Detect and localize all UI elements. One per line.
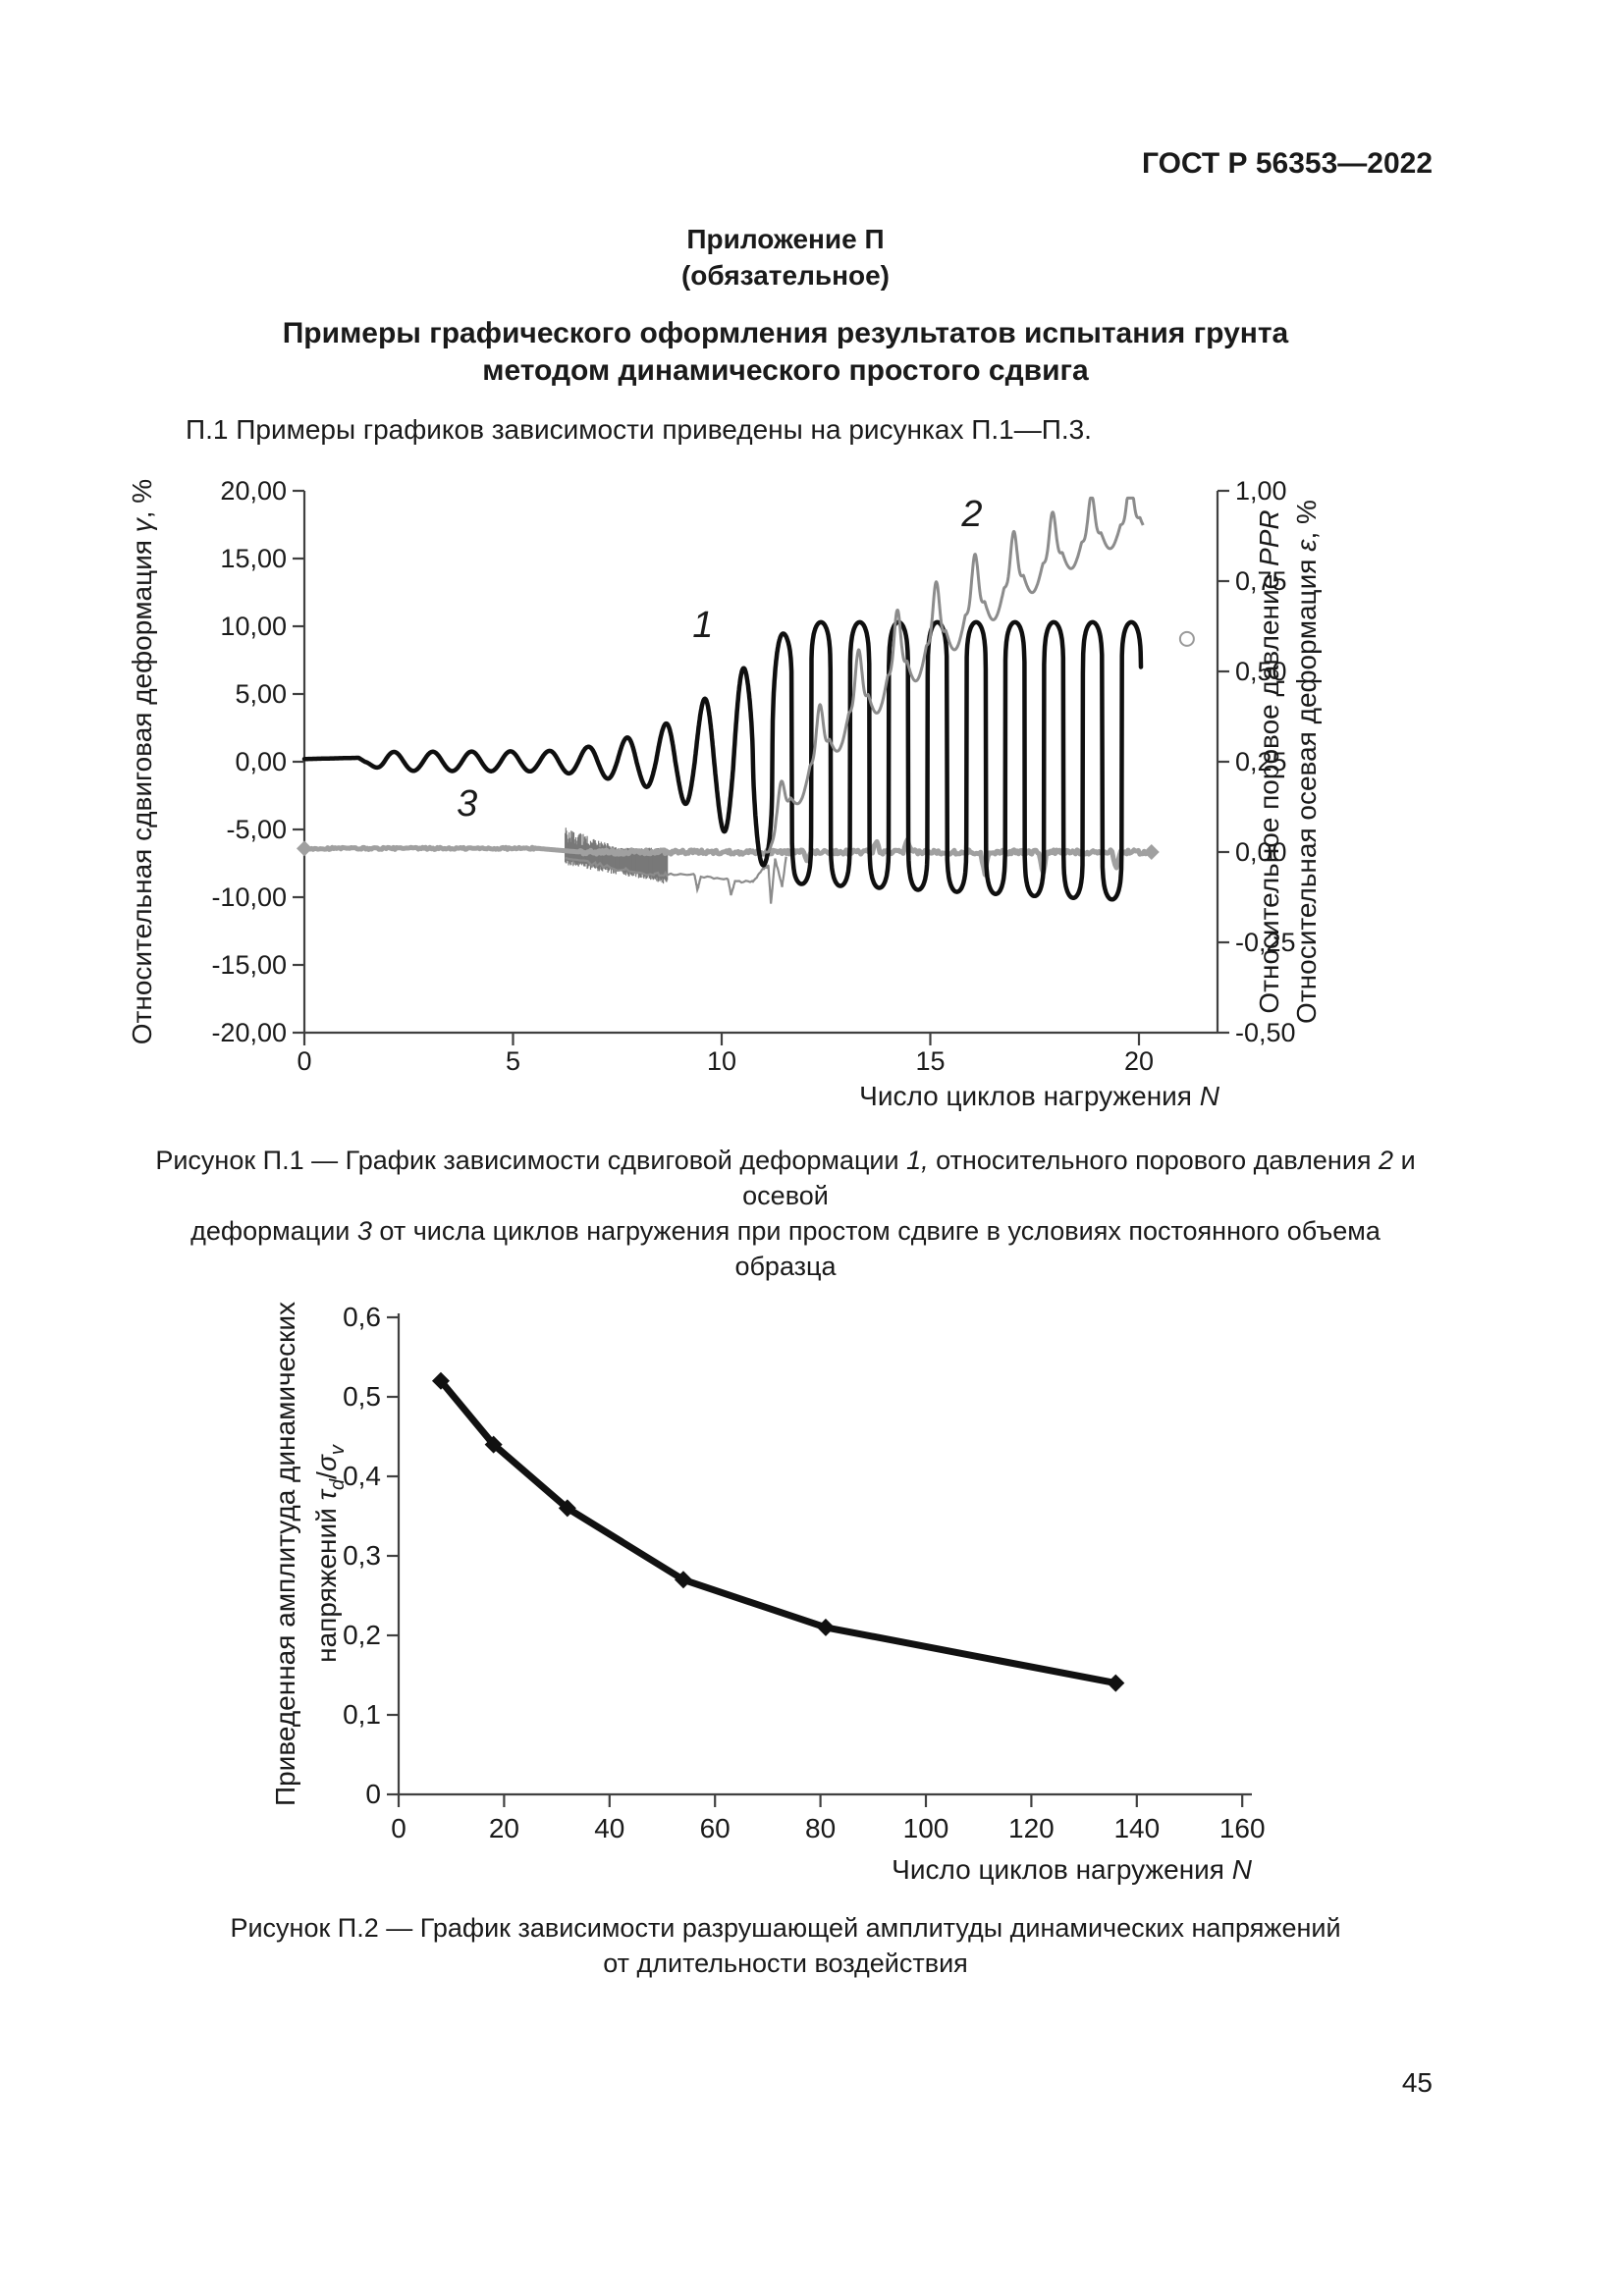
figure-p1-caption-line1: Рисунок П.1 — График зависимости сдвигов… xyxy=(137,1143,1434,1213)
series-2-curve xyxy=(764,496,1145,854)
y-tick-label: 0,1 xyxy=(343,1699,381,1730)
x-tick-label: 15 xyxy=(915,1046,945,1076)
y-right-tick-label: -0,50 xyxy=(1235,1018,1296,1047)
caption-text-run: 3 xyxy=(356,1216,372,1246)
x-tick-label: 5 xyxy=(506,1046,520,1076)
y-left-tick-label: 5,00 xyxy=(235,679,287,709)
page-number: 45 xyxy=(1401,2067,1433,2098)
x-tick-label: 100 xyxy=(903,1813,949,1843)
x-axis-title: Число циклов нагружения N xyxy=(892,1854,1253,1885)
data-point-marker xyxy=(816,1618,835,1636)
series-3-curve xyxy=(303,836,1153,878)
y-tick-label: 0,3 xyxy=(343,1540,381,1571)
strength-curve xyxy=(437,1377,1119,1687)
figure-p2-caption-line2: от длительности воздействия xyxy=(603,1949,968,1978)
y-tick-label: 0,6 xyxy=(343,1302,381,1332)
y-right-tick-label: 0,00 xyxy=(1235,837,1287,867)
series-3-marker xyxy=(1143,844,1160,860)
caption-text-run: от числа циклов нагружения при простом с… xyxy=(371,1216,1380,1281)
section-title: Примеры графического оформления результа… xyxy=(137,315,1434,390)
x-tick-label: 0 xyxy=(297,1046,311,1076)
x-tick-label: 60 xyxy=(700,1813,731,1843)
x-axis-title: Число циклов нагружения N xyxy=(859,1081,1220,1111)
series-3-marker xyxy=(297,840,312,857)
y-left-tick-label: -20,00 xyxy=(211,1018,287,1047)
y-axis-title-line1: Приведенная амплитуда динамических xyxy=(270,1302,300,1806)
x-tick-label: 20 xyxy=(1124,1046,1154,1076)
x-tick-label: 80 xyxy=(805,1813,836,1843)
y-right-axis-title-ppr: Относительное поровое давление PPR xyxy=(1254,509,1284,1013)
figure-p2-chart: 0,6 0,5 0,4 0,3 0,2 0,1 00 20 40 60 80 100 120 140 160… xyxy=(270,1302,1266,1885)
y-left-tick-label: 0,00 xyxy=(235,747,287,776)
y-left-tick-label: -15,00 xyxy=(211,950,287,980)
y-tick-label: 0,4 xyxy=(343,1461,381,1491)
data-point-marker xyxy=(431,1371,450,1390)
data-point-marker xyxy=(484,1435,503,1454)
caption-text-run: деформации xyxy=(190,1216,357,1246)
caption-text-run: и осевой xyxy=(742,1146,1416,1210)
y-right-tick-label: 0,50 xyxy=(1235,657,1287,686)
y-tick-label: 0,2 xyxy=(343,1620,381,1650)
y-left-tick-label: 15,00 xyxy=(220,544,287,573)
y-right-tick-label: 1,00 xyxy=(1235,476,1287,506)
y-right-axis-title-eps: Относительная осевая деформация ε, % xyxy=(1291,500,1322,1024)
y-left-tick-label: -10,00 xyxy=(211,882,287,912)
series-3-label: 3 xyxy=(457,783,477,825)
figure-p1-caption: Рисунок П.1 — График зависимости сдвигов… xyxy=(137,1143,1434,1284)
figure-p2-caption-line1: Рисунок П.2 — График зависимости разруша… xyxy=(230,1913,1341,1943)
caption-text-run: относительного порового давления xyxy=(928,1146,1380,1175)
x-tick-label: 140 xyxy=(1113,1813,1160,1843)
data-point-marker xyxy=(558,1499,576,1518)
x-tick-label: 20 xyxy=(489,1813,519,1843)
caption-text-run: 2 xyxy=(1379,1146,1394,1175)
x-tick-label: 10 xyxy=(707,1046,736,1076)
appendix-name: Приложение П xyxy=(686,224,885,254)
appendix-status: (обязательное) xyxy=(680,260,890,291)
series-1-label: 1 xyxy=(692,605,713,646)
figure-p1-chart: 20,0015,0010,005,000,00-5,00-10,00-15,00… xyxy=(127,476,1322,1111)
standard-code: ГОСТ Р 56353—2022 xyxy=(1141,147,1433,180)
y-left-tick-label: 20,00 xyxy=(220,476,287,506)
y-left-axis-title: Относительная сдвиговая деформация γ, % xyxy=(127,479,157,1044)
outlier-point xyxy=(1178,630,1195,647)
x-tick-label: 160 xyxy=(1219,1813,1266,1843)
x-tick-label: 120 xyxy=(1008,1813,1055,1843)
figure-p2-caption: Рисунок П.2 — График зависимости разруша… xyxy=(137,1910,1434,1981)
y-tick-label: 0 xyxy=(365,1779,381,1809)
data-point-marker xyxy=(674,1571,692,1589)
y-tick-label: 0,5 xyxy=(343,1381,381,1412)
section-title-line1: Примеры графического оформления результа… xyxy=(282,317,1289,349)
intro-paragraph: П.1 Примеры графиков зависимости приведе… xyxy=(186,414,1092,445)
series-3-wedge-trace xyxy=(565,856,787,904)
caption-text-run: 1, xyxy=(906,1146,929,1175)
series-1-curve xyxy=(301,619,1144,902)
figure-p1-caption-line2: деформации 3 от числа циклов нагружения … xyxy=(137,1213,1434,1284)
y-right-tick-label: 0,75 xyxy=(1235,566,1287,596)
data-point-marker xyxy=(1107,1674,1125,1692)
x-tick-label: 0 xyxy=(391,1813,406,1843)
y-right-tick-label: 0,25 xyxy=(1235,747,1287,776)
section-title-line2: методом динамического простого сдвига xyxy=(482,354,1089,387)
y-right-tick-label: -0,25 xyxy=(1235,928,1296,957)
y-left-tick-label: -5,00 xyxy=(226,815,287,844)
y-left-tick-label: 10,00 xyxy=(220,612,287,641)
caption-text-run: Рисунок П.1 — График зависимости сдвигов… xyxy=(155,1146,907,1175)
y-axis-title-line2: напряжений τd/σv xyxy=(311,1444,349,1663)
x-tick-label: 40 xyxy=(594,1813,624,1843)
series-2-label: 2 xyxy=(960,494,982,535)
